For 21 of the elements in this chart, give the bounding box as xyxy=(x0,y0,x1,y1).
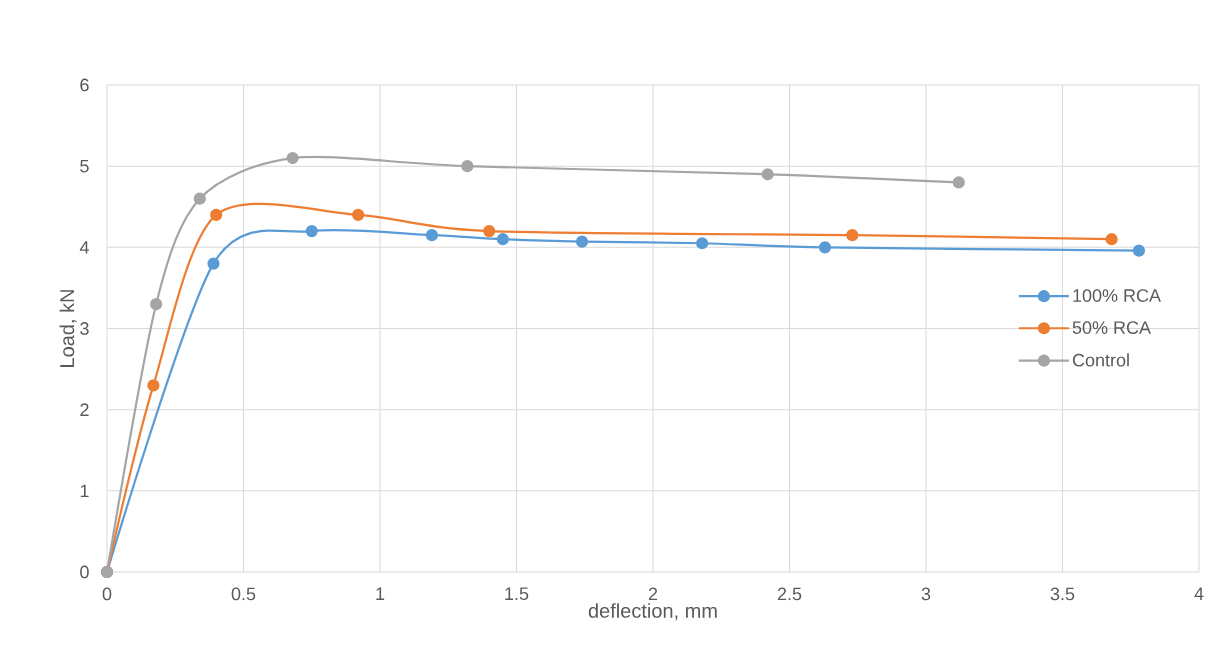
y-tick-label: 1 xyxy=(80,484,89,498)
x-tick-label: 1.5 xyxy=(505,587,529,601)
legend-label: 50% RCA xyxy=(1072,321,1151,334)
x-tick-label: 3.5 xyxy=(1050,587,1075,601)
x-axis-title: deflection, mm xyxy=(588,603,717,621)
x-tick-label: 1 xyxy=(376,587,385,600)
y-tick-label: 6 xyxy=(80,78,89,92)
x-tick-label: 2.5 xyxy=(777,587,802,601)
y-tick-label: 5 xyxy=(80,159,89,173)
y-tick-label: 0 xyxy=(80,565,89,579)
x-tick-label: 0.5 xyxy=(231,587,256,601)
legend-label: Control xyxy=(1072,353,1129,367)
y-tick-label: 4 xyxy=(79,241,89,254)
x-tick-label: 3 xyxy=(921,587,931,601)
y-tick-label: 3 xyxy=(80,322,89,335)
x-tick-label: 0 xyxy=(102,587,112,601)
legend-label: 100% RCA xyxy=(1073,289,1161,302)
y-tick-label: 2 xyxy=(80,403,89,416)
x-tick-label: 4 xyxy=(1194,587,1204,600)
x-tick-label: 2 xyxy=(648,587,658,601)
y-axis-title: Load, kN xyxy=(59,290,77,367)
